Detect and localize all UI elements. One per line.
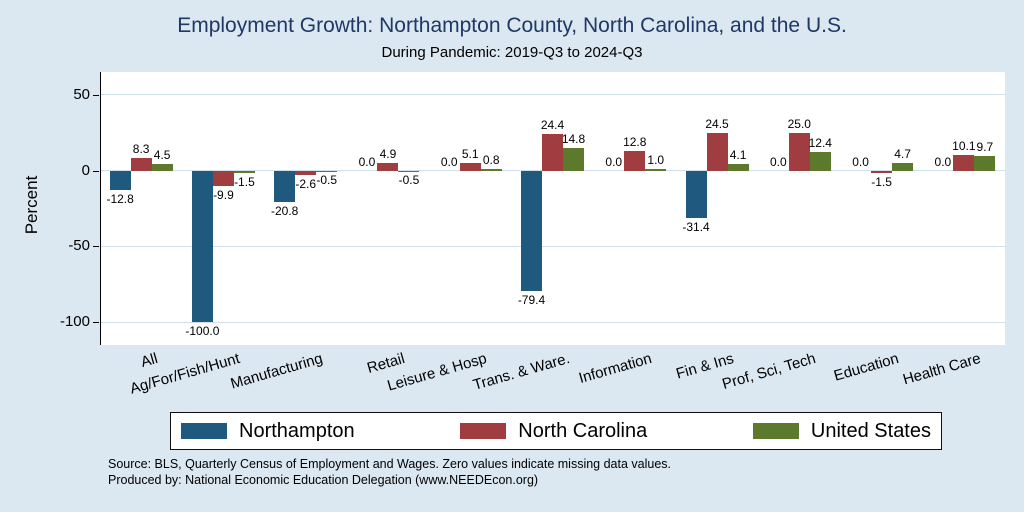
value-label: 0.0: [852, 154, 869, 169]
bar: [727, 164, 749, 171]
bar: [398, 170, 420, 172]
bar: [892, 163, 914, 171]
value-label: 0.0: [605, 154, 623, 169]
value-label: -79.4: [517, 293, 546, 307]
y-tick-mark: [93, 246, 99, 248]
bar: [191, 170, 213, 323]
gridline-50: [100, 94, 1005, 96]
source-line-1: Source: BLS, Quarterly Census of Employm…: [108, 457, 672, 471]
value-label: 0.0: [934, 154, 952, 169]
bar: [316, 170, 338, 172]
bar: [974, 155, 996, 171]
legend: Northampton North Carolina United States: [170, 412, 942, 450]
value-label: 10.1: [952, 139, 976, 154]
value-label: 4.7: [894, 147, 911, 162]
legend-entry: United States: [752, 419, 931, 443]
value-label: -1.5: [234, 174, 255, 189]
legend-entry: Northampton: [181, 420, 355, 443]
bar: [480, 169, 502, 171]
source-note: Source: BLS, Quarterly Census of Employm…: [108, 456, 671, 489]
value-label: -100.0: [185, 324, 220, 339]
legend-label: Northampton: [239, 419, 355, 442]
gridline--100: [100, 321, 1005, 323]
bar: [109, 170, 131, 190]
value-label: -12.8: [106, 191, 134, 206]
value-label: 4.5: [153, 147, 171, 162]
chart-title: Employment Growth: Northampton County, N…: [177, 14, 847, 37]
legend-label: North Carolina: [518, 419, 648, 442]
value-label: -31.4: [682, 220, 710, 235]
y-tick-label: 50: [73, 85, 90, 103]
plot-area: -12.8 8.3 4.5 -100.0 -9.9 -1.5 -20.8 -2.6 -0.5 0.…: [100, 72, 1005, 345]
value-label: 4.9: [379, 147, 397, 162]
value-label: -0.5: [398, 173, 420, 188]
value-label: 9.7: [976, 139, 994, 154]
value-label: 0.0: [769, 154, 787, 169]
y-axis-line: [100, 72, 101, 345]
value-label: -0.5: [316, 173, 338, 188]
chart-subtitle: During Pandemic: 2019-Q3 to 2024-Q3: [381, 44, 643, 61]
value-label: 12.4: [808, 135, 832, 150]
bar: [459, 162, 481, 171]
bar: [563, 148, 584, 171]
bar: [685, 170, 707, 219]
value-label: 14.8: [561, 132, 586, 147]
y-tick-mark: [93, 322, 99, 324]
value-label: 25.0: [787, 116, 811, 131]
legend-swatch: [460, 423, 507, 439]
bar: [788, 132, 810, 171]
bar: [953, 155, 975, 171]
bar: [645, 169, 667, 171]
value-label: 12.8: [623, 135, 647, 150]
legend-swatch: [752, 423, 799, 439]
value-label: 0.0: [358, 154, 376, 169]
legend-entry: North Carolina: [460, 420, 647, 443]
bar: [151, 163, 173, 171]
bar: [624, 151, 646, 171]
value-label: 5.1: [461, 146, 479, 161]
value-label: -2.6: [295, 176, 317, 191]
value-label: -20.8: [270, 204, 299, 219]
value-label: 1.0: [647, 153, 665, 168]
gridline--50: [100, 245, 1005, 247]
bar: [521, 170, 542, 291]
y-tick-mark: [93, 94, 99, 96]
bar: [871, 170, 893, 173]
bar: [809, 151, 831, 171]
bar: [212, 170, 234, 186]
value-label: 0.0: [440, 154, 458, 169]
legend-label: United States: [810, 419, 931, 442]
value-label: -9.9: [213, 187, 234, 202]
value-label: 4.1: [729, 148, 747, 163]
value-label: 8.3: [132, 141, 150, 156]
bar: [233, 170, 255, 173]
source-line-2: Produced by: National Economic Education…: [108, 473, 539, 488]
value-label: 24.5: [705, 117, 729, 132]
bar: [706, 133, 728, 171]
bar: [274, 170, 296, 203]
value-label: 0.8: [482, 153, 500, 168]
bar: [377, 163, 399, 171]
value-label: 24.4: [540, 117, 565, 132]
bar: [542, 133, 563, 171]
bar: [295, 170, 317, 175]
legend-swatch: [181, 423, 227, 439]
y-tick-label: -50: [68, 237, 90, 255]
value-label: -1.5: [871, 174, 892, 189]
y-tick-label: 0: [81, 161, 90, 179]
gridline-0: [100, 170, 1005, 172]
bar: [130, 157, 152, 171]
y-tick-label: -100: [59, 313, 90, 331]
y-tick-mark: [93, 170, 99, 172]
